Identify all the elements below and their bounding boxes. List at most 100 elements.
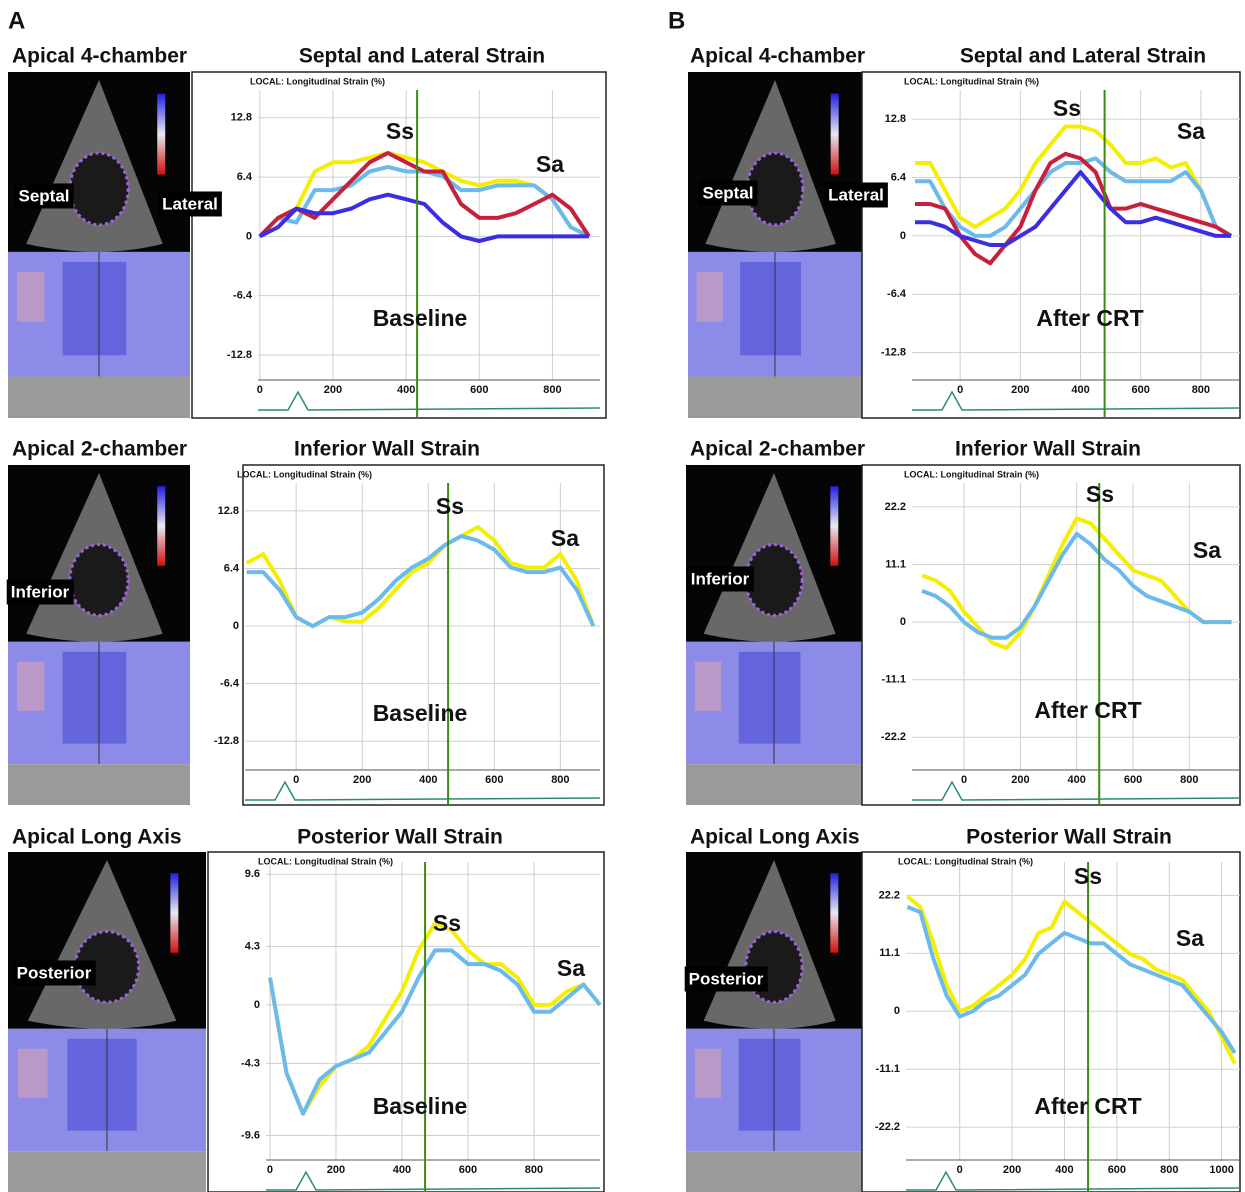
wall-label: Lateral	[828, 185, 884, 204]
chart-frame	[861, 851, 1241, 1192]
view-label: Apical 4-chamber	[690, 45, 865, 68]
y-tick-label: 6.4	[891, 171, 907, 183]
y-tick-label: 0	[233, 620, 239, 632]
chart-panel: Apical Long Axis Posterior Wall Strain LOC…	[8, 826, 605, 1192]
y-tick-label: 11.1	[885, 558, 906, 570]
x-tick-label: 1000	[1209, 1164, 1233, 1176]
y-tick-label: 9.6	[245, 868, 260, 880]
strain-map-patch	[694, 661, 722, 711]
strain-curve	[921, 531, 1232, 640]
chart-title: Septal and Lateral Strain	[960, 45, 1206, 68]
strain-map-patch	[17, 1048, 48, 1098]
strain-map-patch	[740, 261, 802, 356]
strain-curve	[915, 156, 1233, 238]
chart-panel: Apical Long Axis Posterior Wall Strain LOC…	[684, 826, 1241, 1192]
x-tick-label: 600	[485, 774, 503, 786]
y-tick-label: -11.1	[882, 674, 906, 686]
y-tick-label: -22.2	[875, 1121, 900, 1133]
x-tick-label: 0	[957, 1164, 963, 1176]
annotation: Sa	[1193, 537, 1221, 563]
chart-panel: Apical 2-chamber Inferior Wall Strain LOCA…	[6, 438, 605, 806]
strain-map-patch	[738, 1038, 801, 1131]
x-tick-label: 200	[1011, 384, 1029, 396]
x-tick-label: 400	[1071, 384, 1089, 396]
view-label: Apical 2-chamber	[12, 438, 187, 461]
ecg-trace	[912, 390, 1241, 411]
panel-label: B	[668, 7, 685, 34]
x-tick-label: 400	[393, 1164, 411, 1176]
x-tick-label: 200	[324, 384, 342, 396]
wall-label-bg	[684, 966, 768, 992]
y-tick-label: -6.4	[220, 678, 240, 690]
x-tick-label: 0	[257, 384, 263, 396]
colorbar	[157, 486, 166, 566]
y-tick-label: -12.8	[214, 735, 239, 747]
x-tick-label: 800	[1192, 384, 1210, 396]
annotation: Sa	[1177, 118, 1205, 144]
annotation: Sa	[551, 525, 579, 551]
chart-title: Inferior Wall Strain	[955, 438, 1141, 461]
y-tick-label: 0	[900, 616, 906, 628]
x-tick-label: 0	[961, 774, 967, 786]
chart-title: Septal and Lateral Strain	[299, 45, 545, 68]
chart-panel: Apical 4-chamber Septal and Lateral Strai…	[8, 45, 607, 419]
ventricle	[68, 543, 130, 617]
ventricle	[68, 151, 130, 227]
annotation: Ss	[386, 118, 414, 144]
y-tick-label: -6.4	[233, 290, 253, 302]
condition-label: Baseline	[373, 305, 468, 331]
wall-label-bg	[158, 191, 222, 217]
strain-map-patch	[696, 271, 723, 322]
strain-map-patch	[62, 261, 127, 356]
chart-title: Inferior Wall Strain	[294, 438, 480, 461]
wall-label: Inferior	[11, 582, 70, 601]
annotation: Ss	[433, 910, 461, 936]
strain-map-patch	[67, 1038, 137, 1131]
strain-curve	[915, 170, 1231, 247]
y-tick-label: 0	[900, 230, 906, 242]
condition-label: After CRT	[1034, 1093, 1141, 1119]
view-label: Apical Long Axis	[690, 826, 860, 849]
annotation: Ss	[1074, 863, 1102, 889]
wall-label: Posterior	[689, 969, 764, 988]
chart-frame	[861, 464, 1241, 806]
ecg-trace	[906, 1170, 1241, 1191]
strain-curve	[915, 124, 1233, 238]
y-tick-label: 22.2	[885, 501, 906, 513]
strain-curve	[246, 534, 596, 629]
strain-curve	[258, 151, 591, 238]
wall-label: Septal	[18, 186, 69, 205]
x-tick-label: 400	[1068, 774, 1086, 786]
chart-panel: Apical 2-chamber Inferior Wall Strain LOCA…	[686, 438, 1241, 806]
x-tick-label: 800	[543, 384, 561, 396]
colorbar	[170, 873, 179, 953]
x-tick-label: 800	[1180, 774, 1198, 786]
x-tick-label: 600	[459, 1164, 477, 1176]
y-tick-label: -12.8	[881, 347, 906, 359]
annotation: Ss	[1053, 95, 1081, 121]
wall-label-bg	[698, 180, 758, 206]
y-tick-label: 12.8	[218, 505, 239, 517]
y-tick-label: 12.8	[885, 113, 906, 125]
m-mode-strip	[686, 1151, 862, 1192]
strain-map-patch	[694, 1048, 722, 1098]
x-tick-label: 200	[353, 774, 371, 786]
strain-map-patch	[62, 651, 127, 744]
y-tick-label: 0	[254, 999, 260, 1011]
strain-curve	[921, 516, 1232, 650]
x-tick-label: 800	[551, 774, 569, 786]
y-tick-label: -9.6	[241, 1129, 260, 1141]
annotation: Ss	[436, 493, 464, 519]
y-axis-label: LOCAL: Longitudinal Strain (%)	[250, 76, 385, 86]
ventricle	[745, 151, 805, 227]
annotation: Sa	[536, 151, 564, 177]
x-tick-label: 400	[419, 774, 437, 786]
chart-title: Posterior Wall Strain	[966, 826, 1172, 849]
chart-frame	[861, 71, 1241, 419]
condition-label: Baseline	[373, 700, 468, 726]
chart-frame	[242, 464, 605, 806]
m-mode-strip	[8, 764, 190, 805]
x-tick-label: 0	[293, 774, 299, 786]
x-tick-label: 200	[1011, 774, 1029, 786]
y-tick-label: 0	[246, 230, 252, 242]
